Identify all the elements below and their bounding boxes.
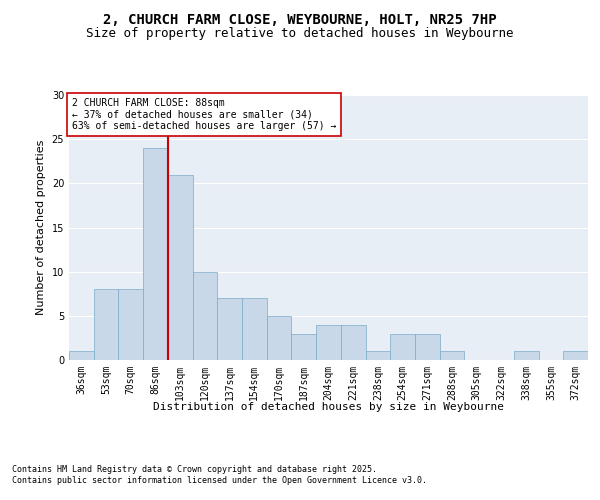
Bar <box>365 351 390 360</box>
Text: Size of property relative to detached houses in Weybourne: Size of property relative to detached ho… <box>86 28 514 40</box>
Bar <box>341 324 365 360</box>
Bar <box>440 351 464 360</box>
Y-axis label: Number of detached properties: Number of detached properties <box>36 140 46 315</box>
Bar <box>292 334 316 360</box>
Bar <box>267 316 292 360</box>
Text: Contains HM Land Registry data © Crown copyright and database right 2025.: Contains HM Land Registry data © Crown c… <box>12 465 377 474</box>
Text: Distribution of detached houses by size in Weybourne: Distribution of detached houses by size … <box>154 402 504 412</box>
Bar <box>168 174 193 360</box>
Bar <box>69 351 94 360</box>
Text: Contains public sector information licensed under the Open Government Licence v3: Contains public sector information licen… <box>12 476 427 485</box>
Bar <box>118 290 143 360</box>
Text: 2, CHURCH FARM CLOSE, WEYBOURNE, HOLT, NR25 7HP: 2, CHURCH FARM CLOSE, WEYBOURNE, HOLT, N… <box>103 12 497 26</box>
Bar <box>94 290 118 360</box>
Bar <box>217 298 242 360</box>
Bar <box>143 148 168 360</box>
Bar <box>415 334 440 360</box>
Bar <box>193 272 217 360</box>
Bar <box>242 298 267 360</box>
Bar <box>390 334 415 360</box>
Bar <box>514 351 539 360</box>
Bar <box>563 351 588 360</box>
Text: 2 CHURCH FARM CLOSE: 88sqm
← 37% of detached houses are smaller (34)
63% of semi: 2 CHURCH FARM CLOSE: 88sqm ← 37% of deta… <box>71 98 336 131</box>
Bar <box>316 324 341 360</box>
